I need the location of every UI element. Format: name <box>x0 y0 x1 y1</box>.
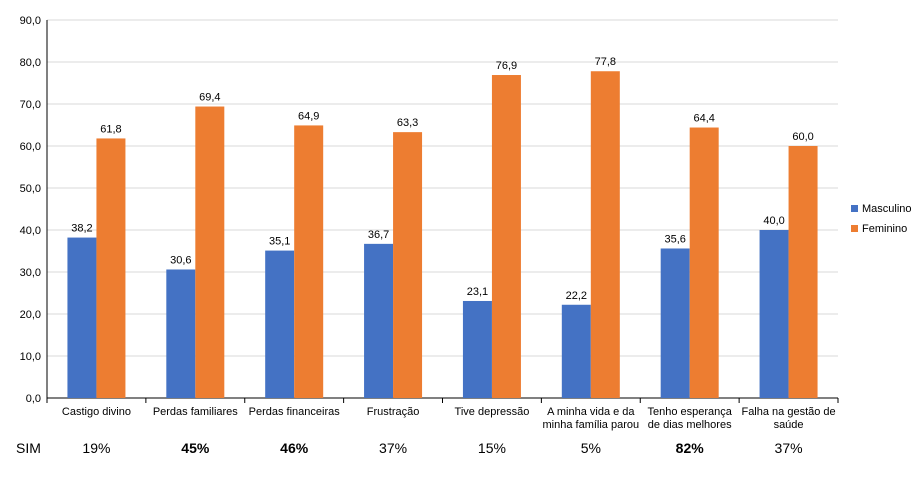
legend-swatch-masculino <box>851 205 858 212</box>
bar-feminino <box>96 138 126 398</box>
y-tick-label: 20,0 <box>20 309 41 321</box>
bar-feminino <box>195 106 225 399</box>
y-tick-label: 10,0 <box>20 351 41 363</box>
x-tick-label: Perdas familiares <box>153 406 238 418</box>
bar-masculino <box>265 250 295 398</box>
data-label: 22,2 <box>566 290 587 302</box>
y-tick-label: 90,0 <box>20 15 41 27</box>
sim-value: 46% <box>280 440 309 456</box>
sim-value: 45% <box>181 440 210 456</box>
y-tick-label: 40,0 <box>20 225 41 237</box>
x-tick-label: Frustração <box>367 406 420 418</box>
y-tick-label: 80,0 <box>20 57 41 69</box>
bar-feminino <box>689 127 719 399</box>
bar-masculino <box>166 269 196 398</box>
sim-label: SIM <box>16 440 41 456</box>
data-label: 35,1 <box>269 236 290 248</box>
bar-feminino <box>788 146 818 398</box>
x-tick-label: Perdas financeiras <box>249 406 341 418</box>
data-label: 38,2 <box>71 223 92 235</box>
x-tick-label: Tenho esperança de dias melhores <box>647 406 732 431</box>
data-label: 69,4 <box>199 92 220 104</box>
bar-feminino <box>294 125 324 399</box>
data-label: 77,8 <box>595 56 616 68</box>
bar-feminino <box>393 132 423 398</box>
data-label: 30,6 <box>170 254 191 266</box>
sim-value: 37% <box>379 440 408 456</box>
sim-value: 82% <box>675 440 704 456</box>
data-label: 76,9 <box>496 60 517 72</box>
x-tick-label: Tive depressão <box>455 406 530 418</box>
bar-feminino <box>590 71 620 399</box>
legend-label: Feminino <box>862 223 907 235</box>
data-label: 36,7 <box>368 229 389 241</box>
sim-row: SIM 19% 45% 46% 37% 15% 5% 82% 37% <box>0 440 923 464</box>
bar-masculino <box>67 237 97 398</box>
y-tick-label: 60,0 <box>20 141 41 153</box>
sim-value: 5% <box>580 440 601 456</box>
data-label: 61,8 <box>100 123 121 135</box>
bar-masculino <box>364 243 394 398</box>
x-tick-label: Falha na gestão de saúde <box>741 406 835 431</box>
y-tick-label: 30,0 <box>20 267 41 279</box>
bar-masculino <box>561 304 591 398</box>
data-label: 35,6 <box>664 233 685 245</box>
y-tick-label: 0,0 <box>26 393 41 405</box>
data-label: 60,0 <box>792 131 813 143</box>
bar-masculino <box>660 248 690 398</box>
bar-feminino <box>491 75 521 399</box>
y-tick-label: 70,0 <box>20 99 41 111</box>
y-tick-label: 50,0 <box>20 183 41 195</box>
sim-value: 19% <box>82 440 111 456</box>
legend-swatch-feminino <box>851 225 858 232</box>
x-tick-label: A minha vida e da minha família parou <box>543 406 640 431</box>
data-label: 40,0 <box>763 215 784 227</box>
x-tick-label: Castigo divino <box>62 406 131 418</box>
sim-value: 37% <box>774 440 803 456</box>
bar-masculino <box>462 300 492 398</box>
sim-value: 15% <box>477 440 506 456</box>
legend-label: Masculino <box>862 203 912 215</box>
data-label: 23,1 <box>467 286 488 298</box>
data-label: 64,9 <box>298 110 319 122</box>
data-label: 64,4 <box>693 113 714 125</box>
bar-masculino <box>759 230 789 398</box>
bar-chart: 0,0 10,0 20,0 30,0 40,0 50,0 60,0 70,0 80,0 90,0 3… <box>20 15 912 431</box>
data-label: 63,3 <box>397 117 418 129</box>
